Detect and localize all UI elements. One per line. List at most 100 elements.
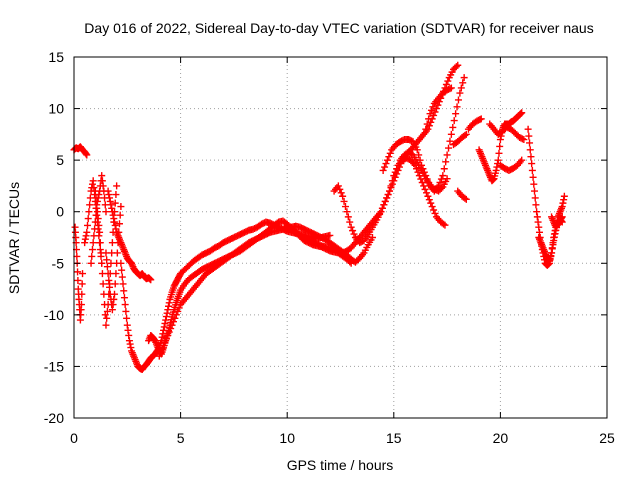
x-tick-label: 15 [386, 430, 402, 446]
data-point [78, 280, 86, 288]
data-point [529, 173, 537, 181]
data-point [103, 307, 111, 315]
data-point [81, 239, 89, 247]
data-point [420, 182, 428, 190]
data-point [477, 115, 485, 123]
data-point [495, 149, 503, 157]
y-tick-label: -15 [44, 358, 64, 374]
plot-frame [73, 56, 608, 419]
data-point [83, 228, 91, 236]
data-point [88, 180, 96, 188]
data-point [158, 333, 166, 341]
data-point [171, 314, 179, 322]
data-point [93, 197, 101, 205]
data-point [413, 146, 421, 154]
data-point [98, 172, 106, 180]
series-main-trace-d [283, 61, 462, 257]
data-point [496, 136, 504, 144]
data-point [124, 326, 132, 334]
y-tick-label: -10 [44, 307, 64, 323]
data-point [344, 213, 352, 221]
data-point [105, 276, 113, 284]
data-point [108, 306, 116, 314]
x-tick-label: 0 [70, 430, 78, 446]
data-point [441, 221, 449, 229]
data-point [456, 89, 464, 97]
data-point [447, 130, 455, 138]
data-point [164, 331, 172, 339]
data-point [123, 321, 131, 329]
x-tick-label: 20 [493, 430, 509, 446]
data-point [127, 344, 135, 352]
data-point [427, 106, 435, 114]
data-point [104, 187, 112, 195]
data-point [160, 323, 168, 331]
data-point [119, 280, 127, 288]
data-point [449, 123, 457, 131]
data-point [560, 196, 568, 204]
data-point [104, 270, 112, 278]
data-point [90, 184, 98, 192]
data-point [447, 84, 455, 92]
data-point [437, 184, 445, 192]
data-point [157, 349, 165, 357]
data-point [337, 189, 345, 197]
data-point [88, 246, 96, 254]
series-main-trace-c [155, 222, 376, 360]
data-point [115, 220, 123, 228]
series-main-trace-a [117, 218, 334, 374]
data-point [175, 304, 183, 312]
data-point [385, 153, 393, 161]
data-point [428, 203, 436, 211]
data-point [82, 150, 90, 158]
data-point [551, 230, 559, 238]
data-point [96, 239, 104, 247]
data-point [96, 228, 104, 236]
x-tick-label: 10 [279, 430, 295, 446]
data-point [89, 239, 97, 247]
data-point [106, 197, 114, 205]
data-point [109, 211, 117, 219]
data-point [91, 225, 99, 233]
data-point [343, 208, 351, 216]
data-point [453, 103, 461, 111]
data-point [425, 196, 433, 204]
data-point [440, 165, 448, 173]
data-point [161, 319, 169, 327]
series-evening-scatter-e [486, 120, 528, 144]
data-point [379, 166, 387, 174]
data-point [85, 208, 93, 216]
data-point [518, 156, 526, 164]
data-point [326, 231, 334, 239]
data-point [112, 225, 120, 233]
data-point [457, 84, 465, 92]
y-tick-label: 5 [56, 152, 64, 168]
data-point [158, 345, 166, 353]
data-point [94, 194, 102, 202]
data-point [74, 268, 82, 276]
data-point [99, 280, 107, 288]
series-evening-scatter-c [464, 115, 485, 133]
series-early-cluster-g [104, 187, 155, 284]
data-point [452, 110, 460, 118]
data-point [368, 234, 376, 241]
data-point [436, 178, 444, 186]
data-point [531, 194, 539, 202]
data-point [558, 218, 566, 226]
x-tick-label: 5 [177, 430, 185, 446]
series-early-spike-a [70, 143, 91, 159]
data-point [421, 185, 429, 193]
data-point [560, 192, 568, 200]
data-point [116, 211, 124, 219]
data-point [550, 237, 558, 245]
data-point [548, 245, 556, 253]
data-point [518, 109, 526, 117]
data-point [108, 208, 116, 216]
data-point [496, 142, 504, 150]
data-point [96, 246, 104, 254]
data-point [520, 136, 528, 144]
data-point [460, 74, 468, 82]
data-point [549, 241, 557, 249]
data-point [126, 340, 134, 348]
